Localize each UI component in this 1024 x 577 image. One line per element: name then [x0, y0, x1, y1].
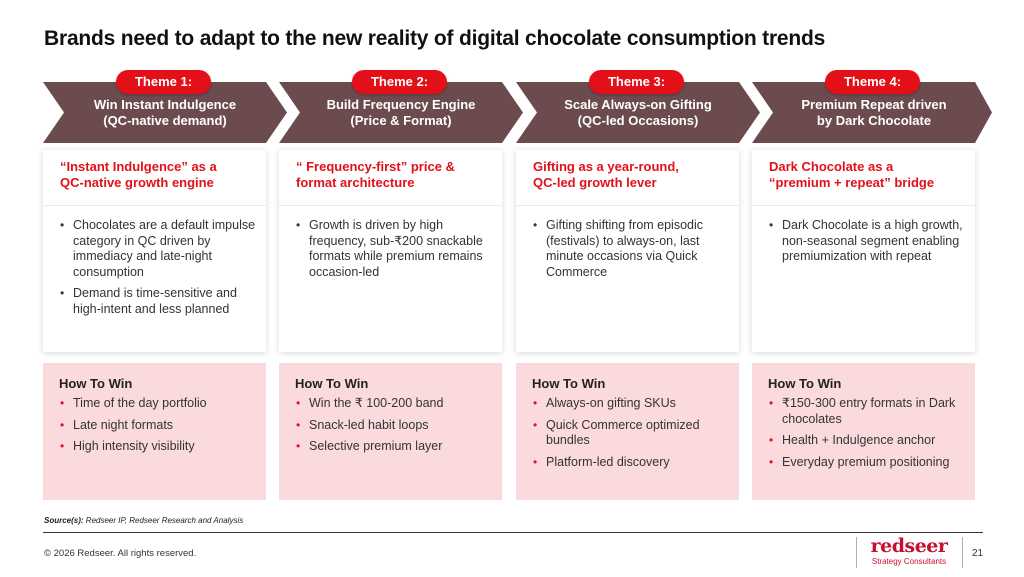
source-text: Redseer IP, Redseer Research and Analysi… — [85, 516, 244, 525]
card-bullets: Chocolates are a default impulse categor… — [43, 206, 266, 317]
card-body: Dark Chocolate is a high growth, non-sea… — [752, 206, 975, 265]
how-to-win-item: Quick Commerce optimized bundles — [532, 418, 729, 449]
how-to-win-list: Time of the day portfolio Late night for… — [59, 396, 256, 455]
redseer-logo: redseer Strategy Consultants — [866, 535, 952, 567]
how-to-win-item: Time of the day portfolio — [59, 396, 256, 412]
how-to-win-item: Late night formats — [59, 418, 256, 434]
how-to-win-box-3: How To Win Always-on gifting SKUs Quick … — [516, 363, 739, 500]
card-bullet: Dark Chocolate is a high growth, non-sea… — [768, 218, 967, 265]
how-to-win-box-4: How To Win ₹150-300 entry formats in Dar… — [752, 363, 975, 500]
chevron-line-2: (QC-native demand) — [103, 112, 227, 128]
logo-tagline: Strategy Consultants — [871, 557, 947, 566]
how-to-win-list: ₹150-300 entry formats in Dark chocolate… — [768, 396, 965, 470]
theme-chevron-4 — [752, 82, 996, 143]
card-title: “Instant Indulgence” as a QC-native grow… — [43, 150, 266, 206]
theme-column-1: Theme 1: Win Instant Indulgence (QC-nati… — [43, 70, 287, 500]
chevron-line-1: Scale Always-on Gifting — [564, 96, 712, 112]
card-title-line-2: format architecture — [296, 175, 415, 190]
page-title: Brands need to adapt to the new reality … — [44, 27, 826, 50]
how-to-win-item: Selective premium layer — [295, 439, 492, 455]
how-to-win-title: How To Win — [59, 376, 133, 391]
theme-pill-2: Theme 2: — [352, 70, 447, 94]
how-to-win-item: Platform-led discovery — [532, 455, 729, 471]
how-to-win-title: How To Win — [532, 376, 606, 391]
card-body: Gifting shifting from episodic (festival… — [516, 206, 739, 280]
card-title: Dark Chocolate as a “premium + repeat” b… — [752, 150, 975, 206]
source-note: Source(s): Redseer IP, Redseer Research … — [44, 516, 243, 525]
card-title-line-1: “Instant Indulgence” as a — [60, 159, 217, 174]
theme-column-4: Theme 4: Premium Repeat driven by Dark C… — [752, 70, 992, 500]
how-to-win-item: ₹150-300 entry formats in Dark chocolate… — [768, 396, 965, 427]
theme-chevron-label-1: Win Instant Indulgence (QC-native demand… — [43, 82, 287, 143]
theme-pill-3: Theme 3: — [589, 70, 684, 94]
card-title-line-1: Gifting as a year-round, — [533, 159, 679, 174]
footer-separator — [962, 537, 963, 568]
card-bullets: Dark Chocolate is a high growth, non-sea… — [752, 206, 975, 265]
theme-card-4: Dark Chocolate as a “premium + repeat” b… — [752, 150, 975, 352]
chevron-line-2: (QC-led Occasions) — [577, 112, 699, 128]
theme-chevron-2 — [279, 82, 523, 143]
how-to-win-list: Always-on gifting SKUs Quick Commerce op… — [532, 396, 729, 470]
chevron-line-1: Build Frequency Engine — [326, 96, 476, 112]
page-number: 21 — [972, 548, 984, 559]
chevron-line-1: Win Instant Indulgence — [93, 96, 237, 112]
theme-card-2: “ Frequency-first” price & format archit… — [279, 150, 502, 352]
theme-column-2: Theme 2: Build Frequency Engine (Price &… — [279, 70, 523, 500]
card-bullet: Growth is driven by high frequency, sub-… — [295, 218, 494, 280]
how-to-win-title: How To Win — [768, 376, 842, 391]
card-bullet: Gifting shifting from episodic (festival… — [532, 218, 731, 280]
how-to-win-list: Win the ₹ 100-200 band Snack-led habit l… — [295, 396, 492, 455]
theme-card-1: “Instant Indulgence” as a QC-native grow… — [43, 150, 266, 352]
theme-chevron-1 — [43, 82, 287, 143]
how-to-win-item: Win the ₹ 100-200 band — [295, 396, 492, 412]
copyright: © 2026 Redseer. All rights reserved. — [44, 548, 197, 559]
source-label: Source(s): — [44, 516, 84, 525]
theme-pill-4: Theme 4: — [825, 70, 920, 94]
chevron-line-1: Premium Repeat driven — [801, 96, 947, 112]
how-to-win-item: Snack-led habit loops — [295, 418, 492, 434]
chevron-line-2: by Dark Chocolate — [816, 112, 932, 128]
card-body: Growth is driven by high frequency, sub-… — [279, 206, 502, 280]
logo-wordmark: redseer — [870, 535, 948, 557]
footer-separator — [856, 537, 857, 568]
card-bullets: Gifting shifting from episodic (festival… — [516, 206, 739, 280]
theme-pill-1: Theme 1: — [116, 70, 211, 94]
card-bullets: Growth is driven by high frequency, sub-… — [279, 206, 502, 280]
theme-column-3: Theme 3: Scale Always-on Gifting (QC-led… — [516, 70, 760, 500]
theme-columns: Theme 1: Win Instant Indulgence (QC-nati… — [43, 70, 993, 500]
how-to-win-title: How To Win — [295, 376, 369, 391]
theme-chevron-label-2: Build Frequency Engine (Price & Format) — [279, 82, 523, 143]
how-to-win-item: High intensity visibility — [59, 439, 256, 455]
card-title-line-2: QC-native growth engine — [60, 175, 214, 190]
theme-chevron-label-4: Premium Repeat driven by Dark Chocolate — [752, 82, 996, 143]
card-title: “ Frequency-first” price & format archit… — [279, 150, 502, 206]
card-body: Chocolates are a default impulse categor… — [43, 206, 266, 317]
footer-divider — [43, 532, 983, 533]
how-to-win-item: Everyday premium positioning — [768, 455, 965, 471]
theme-chevron-label-3: Scale Always-on Gifting (QC-led Occasion… — [516, 82, 760, 143]
how-to-win-item: Health + Indulgence anchor — [768, 433, 965, 449]
how-to-win-box-2: How To Win Win the ₹ 100-200 band Snack-… — [279, 363, 502, 500]
card-title: Gifting as a year-round, QC-led growth l… — [516, 150, 739, 206]
card-title-line-2: “premium + repeat” bridge — [769, 175, 935, 190]
card-title-line-2: QC-led growth lever — [533, 175, 657, 190]
how-to-win-box-1: How To Win Time of the day portfolio Lat… — [43, 363, 266, 500]
card-bullet: Chocolates are a default impulse categor… — [59, 218, 258, 280]
card-bullet: Demand is time-sensitive and high-intent… — [59, 286, 258, 317]
theme-chevron-3 — [516, 82, 760, 143]
card-title-line-1: Dark Chocolate as a — [769, 159, 894, 174]
theme-card-3: Gifting as a year-round, QC-led growth l… — [516, 150, 739, 352]
how-to-win-item: Always-on gifting SKUs — [532, 396, 729, 412]
card-title-line-1: “ Frequency-first” price & — [296, 159, 455, 174]
chevron-line-2: (Price & Format) — [350, 112, 452, 128]
